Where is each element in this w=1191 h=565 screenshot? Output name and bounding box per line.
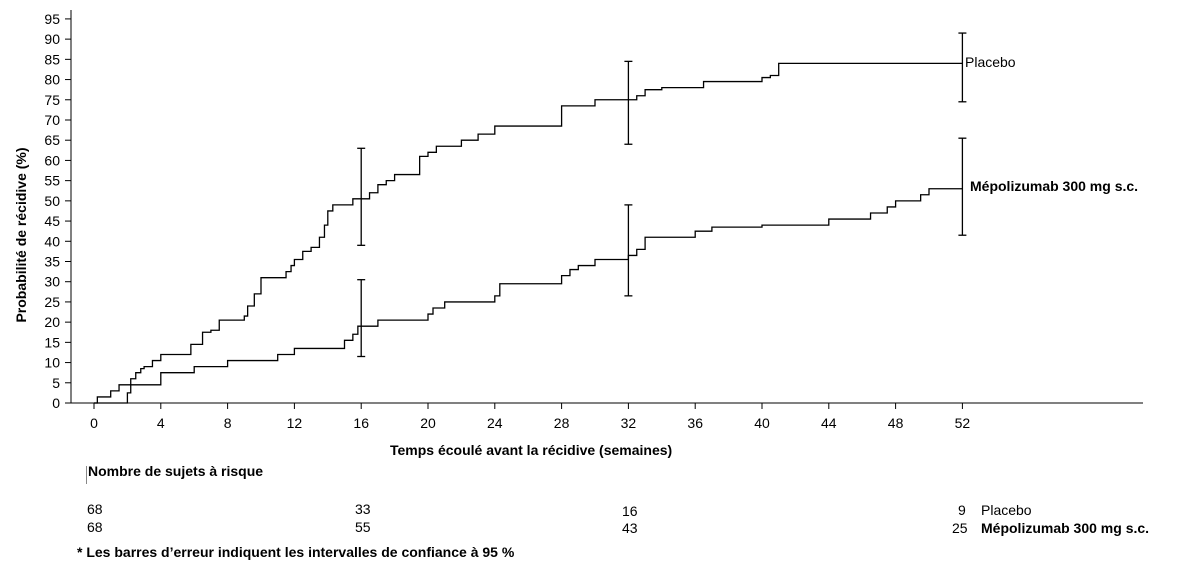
risk-placebo-16: 33 xyxy=(355,501,371,517)
risk-mepo-52: 25 xyxy=(952,520,968,536)
x-tick-label: 48 xyxy=(888,415,904,431)
y-tick-label: 85 xyxy=(44,51,60,67)
x-tick-label: 36 xyxy=(687,415,703,431)
x-tick-label: 32 xyxy=(621,415,637,431)
risk-placebo-32: 16 xyxy=(622,503,638,519)
mepolizumab-km-curve xyxy=(94,188,963,404)
x-tick-label: 52 xyxy=(955,415,971,431)
x-tick-label: 40 xyxy=(754,415,770,431)
risk-placebo-52: 9 xyxy=(958,502,966,518)
y-tick-label: 20 xyxy=(44,314,60,330)
y-tick-label: 0 xyxy=(52,395,60,411)
y-tick-label: 35 xyxy=(44,253,60,269)
x-tick-label: 28 xyxy=(554,415,570,431)
risk-mepo-0: 68 xyxy=(87,519,103,535)
x-tick-label: 16 xyxy=(353,415,369,431)
risk-mepo-label: Mépolizumab 300 mg s.c. xyxy=(981,520,1150,536)
y-tick-label: 15 xyxy=(44,334,60,350)
footnote: * Les barres d’erreur indiquent les inte… xyxy=(77,544,515,560)
x-axis-label: Temps écoulé avant la récidive (semaines… xyxy=(390,442,673,458)
x-tick-label: 0 xyxy=(90,415,98,431)
y-axis-label: Probabilité de récidive (%) xyxy=(13,147,29,323)
risk-table-title-marker xyxy=(86,466,87,484)
y-tick-label: 5 xyxy=(52,375,60,391)
y-tick-label: 10 xyxy=(44,355,60,371)
risk-mepo-32: 43 xyxy=(622,520,638,536)
mepolizumab-line-label: Mépolizumab 300 mg s.c. xyxy=(970,178,1139,194)
risk-table-title: Nombre de sujets à risque xyxy=(88,463,264,479)
x-tick-label: 4 xyxy=(157,415,165,431)
x-ticks: 0 4 8 12 16 20 24 28 32 36 40 44 48 52 xyxy=(90,403,970,431)
placebo-line-label: Placebo xyxy=(965,54,1016,70)
x-tick-label: 24 xyxy=(487,415,503,431)
y-tick-label: 25 xyxy=(44,294,60,310)
y-tick-label: 40 xyxy=(44,233,60,249)
y-tick-label: 50 xyxy=(44,193,60,209)
placebo-km-curve xyxy=(94,62,963,404)
chart-axes xyxy=(70,10,1143,404)
x-tick-label: 12 xyxy=(287,415,303,431)
y-tick-label: 90 xyxy=(44,31,60,47)
risk-mepo-16: 55 xyxy=(355,519,371,535)
y-tick-label: 60 xyxy=(44,152,60,168)
y-tick-label: 65 xyxy=(44,132,60,148)
y-ticks: 0 5 10 15 20 25 30 35 40 45 50 55 60 65 70 75 80 85 90 95 xyxy=(44,11,71,411)
y-tick-label: 75 xyxy=(44,92,60,108)
y-tick-label: 55 xyxy=(44,173,60,189)
y-tick-label: 95 xyxy=(44,11,60,27)
y-tick-label: 45 xyxy=(44,213,60,229)
y-tick-label: 70 xyxy=(44,112,60,128)
x-tick-label: 8 xyxy=(224,415,232,431)
y-tick-label: 30 xyxy=(44,274,60,290)
y-tick-label: 80 xyxy=(44,72,60,88)
risk-placebo-label: Placebo xyxy=(981,502,1032,518)
ci-bars xyxy=(357,32,967,358)
series-lines xyxy=(94,62,963,404)
x-tick-label: 44 xyxy=(821,415,837,431)
x-tick-label: 20 xyxy=(420,415,436,431)
risk-placebo-0: 68 xyxy=(87,501,103,517)
